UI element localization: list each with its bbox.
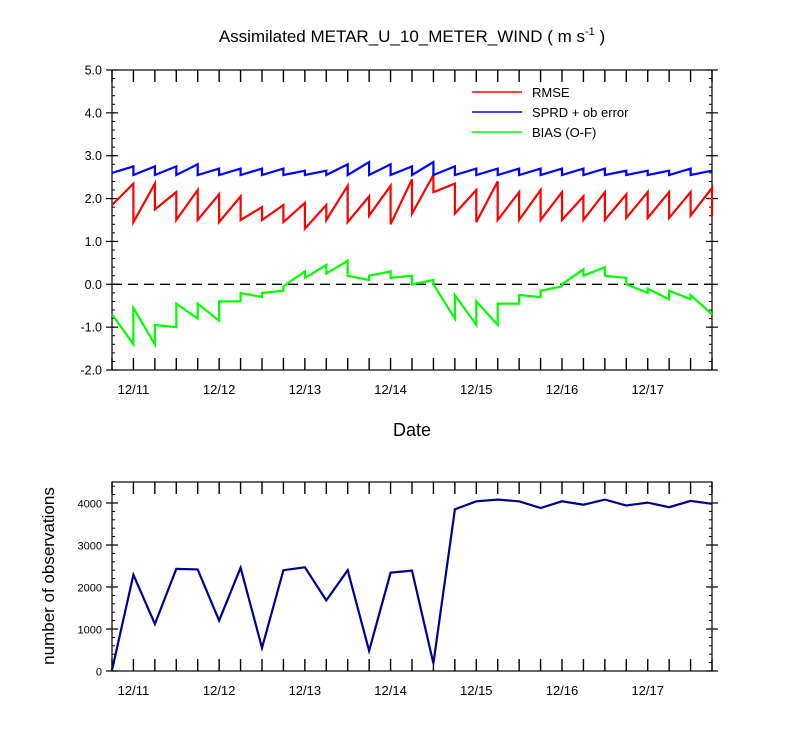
chart-title-close: ) (595, 27, 605, 46)
top-y-tick-label: -1.0 (80, 321, 102, 335)
top-y-tick-label: 0.0 (85, 278, 102, 292)
top-x-tick-label: 12/15 (460, 382, 493, 397)
bottom-x-tick-label: 12/11 (118, 683, 150, 698)
top-legend-label: SPRD + ob error (532, 105, 629, 120)
top-x-tick-label: 12/11 (118, 382, 150, 397)
bottom-x-tick-label: 12/15 (460, 683, 493, 698)
top-y-tick-label: 3.0 (85, 149, 102, 163)
chart-title: Assimilated METAR_U_10_METER_WIND ( m s-… (219, 26, 605, 46)
top-series-sprd-ob-error (111, 160, 713, 177)
bottom-x-tick-label: 12/12 (203, 683, 236, 698)
top-legend-label: BIAS (O-F) (532, 125, 596, 140)
top-y-tick-label: 5.0 (85, 64, 102, 78)
bottom-y-axis-label: number of observations (39, 487, 58, 665)
bottom-y-tick-label: 4000 (78, 499, 102, 511)
bottom-frame (111, 481, 713, 672)
bottom-x-tick-label: 12/16 (546, 683, 579, 698)
bottom-x-tick-label: 12/17 (631, 683, 664, 698)
bottom-y-tick-label: 0 (96, 667, 102, 679)
bottom-plot-area: 12/11 12/12 12/13 12/14 12/15 12/16 12/17 0 1000… (78, 481, 718, 698)
top-x-axis-label: Date (393, 420, 431, 440)
top-x-tick-label: 12/14 (374, 382, 407, 397)
chart-title-superscript: -1 (585, 26, 595, 38)
top-legend-label: RMSE (532, 85, 570, 100)
top-series-bias-o-f (111, 258, 713, 349)
bottom-series-observations (110, 498, 713, 671)
top-x-tick-label: 12/12 (203, 382, 236, 397)
bottom-y-tick-label: 3000 (78, 541, 102, 553)
top-y-tick-label: 2.0 (85, 192, 102, 206)
top-x-tick-label: 12/16 (546, 382, 579, 397)
top-x-tick-label: 12/13 (289, 382, 322, 397)
chart-title-main: Assimilated METAR_U_10_METER_WIND ( m s (219, 27, 585, 46)
top-plot-area: 12/11 12/12 12/13 12/14 12/15 12/16 12/17 -2.0 -… (80, 64, 718, 397)
bottom-x-tick-label: 12/14 (374, 683, 407, 698)
bottom-y-tick-label: 2000 (78, 583, 102, 595)
bottom-x-tick-label: 12/13 (289, 683, 322, 698)
top-y-tick-label: 1.0 (85, 235, 102, 249)
top-y-tick-label: 4.0 (85, 106, 102, 120)
top-series-rmse (111, 170, 714, 232)
bottom-y-tick-label: 1000 (78, 625, 102, 637)
top-y-tick-label: -2.0 (80, 364, 102, 378)
top-x-tick-label: 12/17 (631, 382, 664, 397)
